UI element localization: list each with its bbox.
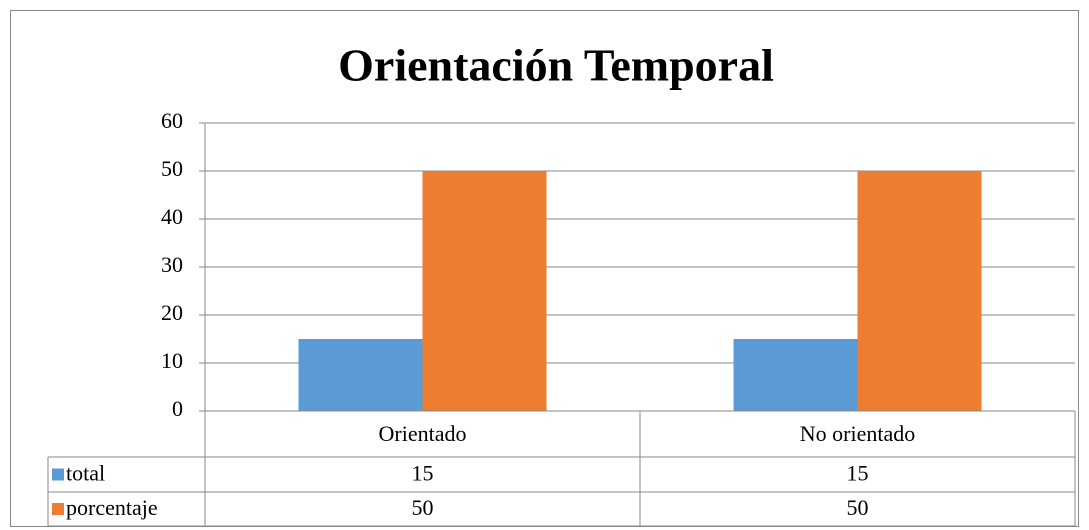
table-value: 50 — [847, 495, 869, 520]
y-tick-label: 10 — [161, 348, 183, 373]
y-tick-label: 30 — [161, 252, 183, 277]
y-tick-label: 20 — [161, 300, 183, 325]
bar — [298, 339, 423, 411]
bar — [857, 171, 982, 411]
y-tick-label: 40 — [161, 204, 183, 229]
x-tick-label: Orientado — [379, 421, 467, 446]
legend-label: total — [66, 461, 105, 486]
legend-key — [52, 503, 64, 515]
x-tick-label: No orientado — [800, 421, 915, 446]
y-tick-label: 0 — [172, 396, 183, 421]
table-value: 15 — [412, 461, 434, 486]
y-tick-label: 60 — [161, 108, 183, 133]
bar — [422, 171, 547, 411]
y-tick-label: 50 — [161, 156, 183, 181]
chart-title: Orientación Temporal — [338, 40, 774, 91]
table-value: 50 — [412, 495, 434, 520]
legend-key — [52, 468, 64, 481]
bar — [733, 339, 858, 411]
legend-label: porcentaje — [66, 495, 158, 520]
table-value: 15 — [847, 461, 869, 486]
